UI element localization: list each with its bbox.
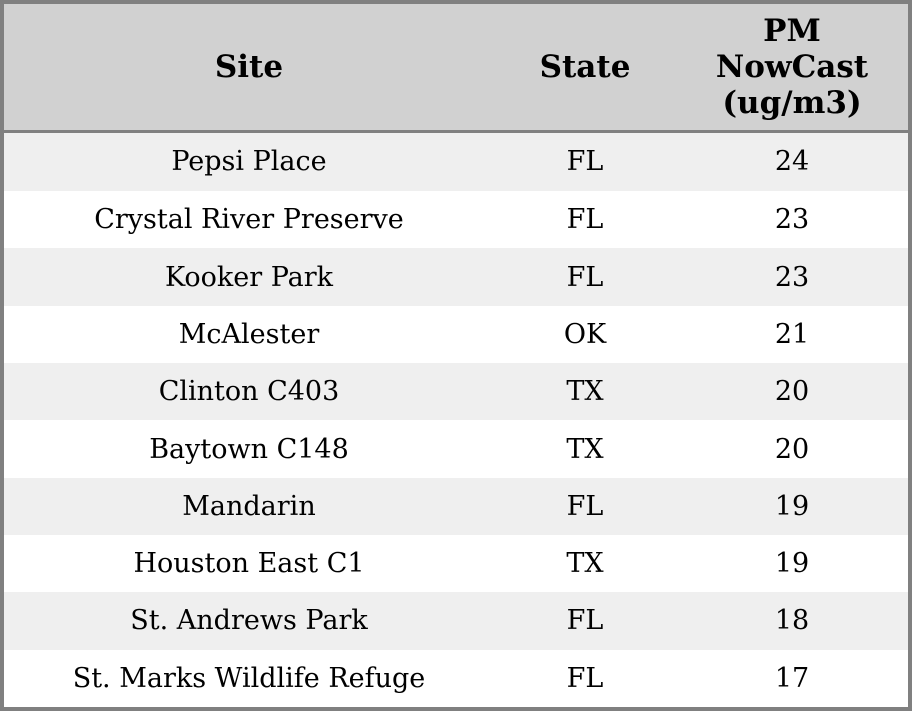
state-cell: FL	[566, 261, 604, 293]
table-row: Houston East C1 TX 19	[4, 534, 908, 593]
table-body: Pepsi Place FL 24 Crystal River Preserve…	[4, 131, 908, 707]
pm-header-line-2: NowCast	[715, 48, 869, 85]
site-cell: St. Marks Wildlife Refuge	[72, 662, 426, 694]
table-row: Mandarin FL 19	[4, 477, 908, 535]
table-row: Kooker Park FL 23	[4, 248, 908, 306]
site-cell: McAlester	[178, 318, 320, 350]
table-header: Site State PM NowCast (ug/m3)	[4, 4, 908, 133]
table-row: Crystal River Preserve FL 23	[4, 191, 908, 249]
state-cell: TX	[566, 548, 604, 580]
state-cell: TX	[566, 433, 604, 465]
pm-cell: 20	[774, 433, 810, 465]
state-cell: FL	[566, 605, 604, 637]
site-cell: Baytown C148	[149, 433, 349, 465]
site-cell: Mandarin	[182, 490, 316, 522]
state-cell: FL	[566, 490, 604, 522]
site-cell: Crystal River Preserve	[94, 204, 404, 236]
table-row: Pepsi Place FL 24	[4, 131, 908, 192]
table-row: McAlester OK 21	[4, 305, 908, 364]
table-row: Baytown C148 TX 20	[4, 420, 908, 478]
pm-cell: 19	[774, 548, 810, 580]
site-cell: Kooker Park	[164, 261, 334, 293]
pm-cell: 21	[774, 318, 810, 350]
column-header-pm-nowcast: PM NowCast (ug/m3)	[676, 4, 908, 133]
pm-cell: 20	[774, 376, 810, 408]
pm-cell: 23	[774, 261, 810, 293]
column-header-site: Site	[4, 4, 494, 133]
state-cell: FL	[566, 204, 604, 236]
pm-cell: 19	[774, 490, 810, 522]
state-cell: OK	[563, 318, 607, 350]
pm-cell: 24	[774, 146, 810, 178]
site-cell: Houston East C1	[133, 548, 365, 580]
site-cell: Pepsi Place	[171, 146, 327, 178]
pm-header-line-3: (ug/m3)	[722, 84, 862, 121]
site-cell: St. Andrews Park	[130, 605, 368, 637]
state-cell: FL	[566, 146, 604, 178]
pm-cell: 18	[774, 605, 810, 637]
table-row: St. Andrews Park FL 18	[4, 592, 908, 650]
table-row: St. Marks Wildlife Refuge FL 17	[4, 649, 908, 707]
pm-cell: 17	[774, 662, 810, 694]
table-row: Clinton C403 TX 20	[4, 363, 908, 421]
pm-cell: 23	[774, 204, 810, 236]
state-cell: TX	[566, 376, 604, 408]
column-header-state: State	[494, 4, 676, 133]
header-row: Site State PM NowCast (ug/m3)	[4, 4, 908, 133]
site-cell: Clinton C403	[158, 376, 340, 408]
state-cell: FL	[566, 662, 604, 694]
pm-nowcast-table: Site State PM NowCast (ug/m3) Pepsi Plac…	[4, 4, 908, 707]
pm-header-line-1: PM	[763, 12, 821, 49]
